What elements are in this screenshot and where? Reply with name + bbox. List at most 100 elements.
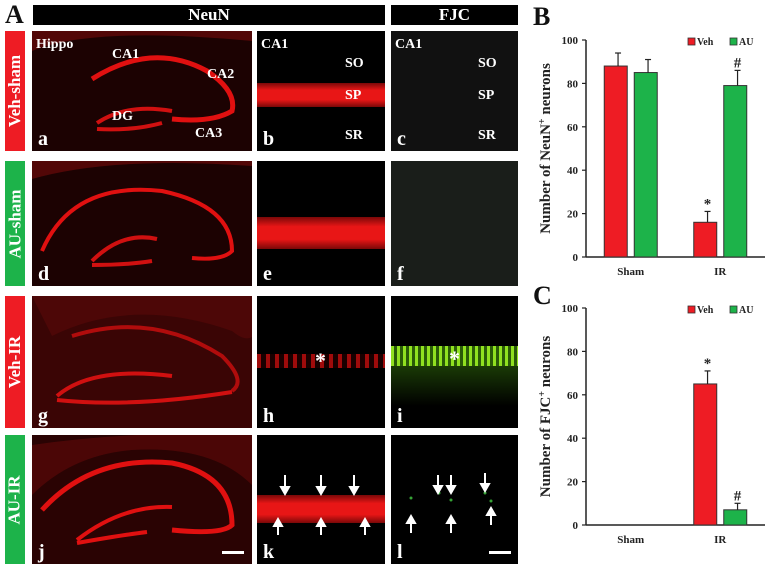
x-tick-label: Sham xyxy=(617,266,644,278)
sr-annotation: SR xyxy=(345,128,363,143)
micrograph-b-ca1-neun: CA1 SO SP SR b xyxy=(257,31,385,151)
micrograph-a-hippocampus: Hippo CA1 CA2 DG CA3 a xyxy=(32,31,252,151)
panel-c-label: C xyxy=(533,281,552,310)
micrograph-c-ca1-fjc: CA1 SO SP SR c xyxy=(391,31,518,151)
sr-annotation: SR xyxy=(478,128,496,143)
row-label-au-ir: AU-IR xyxy=(5,435,25,564)
panel-letter-a: a xyxy=(38,128,48,150)
hippocampus-stain xyxy=(32,161,252,267)
y-tick-label: 80 xyxy=(567,346,579,358)
micrograph-l-ca1-fjc: l xyxy=(391,435,518,564)
asterisk-annotation: * xyxy=(315,348,326,373)
row-label-veh-sham: Veh-sham xyxy=(5,31,25,151)
significance-marker: * xyxy=(704,196,712,212)
arrow-annotations xyxy=(272,475,371,535)
ca1-annotation: CA1 xyxy=(395,37,423,52)
y-tick-label: 60 xyxy=(567,122,579,134)
pyramidal-layer-band xyxy=(257,217,385,249)
micrograph-j-hippocampus: j xyxy=(32,435,252,564)
panel-b-label: B xyxy=(533,2,551,31)
y-tick-label: 40 xyxy=(567,433,579,445)
bar-veh-sham xyxy=(603,65,628,258)
significance-marker: * xyxy=(704,356,712,372)
ca1-annotation: CA1 xyxy=(261,37,289,52)
legend-label-veh: Veh xyxy=(697,37,714,48)
arrow-annotations xyxy=(405,473,497,533)
y-tick-label: 0 xyxy=(573,252,579,264)
y-tick-label: 20 xyxy=(567,209,579,221)
y-axis-label: Number of NeuN+ neurons xyxy=(537,63,555,234)
legend-label-veh: Veh xyxy=(697,305,714,316)
legend-label-au: AU xyxy=(739,37,753,48)
panel-letter-k: k xyxy=(263,541,275,563)
y-tick-label: 100 xyxy=(562,303,579,315)
row-label-text: Veh-sham xyxy=(5,54,25,128)
fjc-column-header: FJC xyxy=(391,5,518,25)
micrograph-e-ca1-neun: e xyxy=(257,161,385,286)
panel-letter-l: l xyxy=(397,541,403,563)
y-tick-label: 60 xyxy=(567,390,579,402)
scale-bar xyxy=(489,551,511,554)
panel-letter-c: c xyxy=(397,128,406,150)
panel-letter-h: h xyxy=(263,405,275,427)
bar-au-sham xyxy=(633,72,658,258)
y-tick-label: 0 xyxy=(573,520,579,532)
micrograph-g-hippocampus: g xyxy=(32,296,252,428)
fjc-positive-band xyxy=(391,346,518,366)
y-tick-label: 80 xyxy=(567,78,579,90)
hippocampus-stain xyxy=(32,31,252,151)
so-annotation: SO xyxy=(345,56,364,71)
bar-veh-ir xyxy=(693,383,718,526)
y-tick-label: 100 xyxy=(562,35,579,47)
scale-bar xyxy=(222,551,244,554)
hippo-annotation: Hippo xyxy=(36,37,74,52)
micrograph-h-ca1-neun: * h xyxy=(257,296,385,428)
panel-letter-d: d xyxy=(38,263,50,285)
legend-label-au: AU xyxy=(739,305,753,316)
legend-swatch-au xyxy=(729,305,738,314)
ca1-annotation: CA1 xyxy=(112,47,140,62)
panel-letter-e: e xyxy=(263,263,272,285)
chart-c-fjc-counts: 0 20 40 60 80 100 Number of FJC+ neurons Sham IR… xyxy=(537,303,765,546)
y-axis-label: Number of FJC+ neurons xyxy=(537,336,555,498)
row-label-veh-ir: Veh-IR xyxy=(5,296,25,428)
legend-swatch-au xyxy=(729,37,738,46)
sp-annotation: SP xyxy=(345,88,362,103)
hippocampus-stain xyxy=(32,435,252,545)
chart-b-neun-counts: 0 20 40 60 80 100 Number of NeuN+ neurons Sham I… xyxy=(537,35,765,278)
ca2-annotation: CA2 xyxy=(207,67,235,82)
panel-letter-b: b xyxy=(263,128,275,150)
significance-marker: # xyxy=(734,488,742,504)
row-label-text: AU-sham xyxy=(5,189,25,258)
micrograph-k-ca1-neun: k xyxy=(257,435,385,564)
x-tick-label: IR xyxy=(714,266,727,278)
pyramidal-layer-band xyxy=(257,83,385,107)
x-tick-label: Sham xyxy=(617,534,644,546)
legend-swatch-veh xyxy=(687,305,696,314)
panel-letter-f: f xyxy=(397,263,404,285)
row-label-au-sham: AU-sham xyxy=(5,161,25,286)
y-tick-label: 20 xyxy=(567,477,579,489)
bar-au-ir xyxy=(723,509,748,526)
sp-annotation: SP xyxy=(478,88,495,103)
ca3-annotation: CA3 xyxy=(195,126,223,141)
row-label-text: Veh-IR xyxy=(5,335,24,389)
panel-letter-i: i xyxy=(397,405,403,427)
row-label-text: AU-IR xyxy=(5,474,25,525)
dg-annotation: DG xyxy=(112,109,133,124)
panel-a-label: A xyxy=(5,0,24,29)
asterisk-annotation: * xyxy=(449,346,460,371)
panel-letter-j: j xyxy=(38,541,45,563)
bar-veh-ir xyxy=(693,221,718,258)
bar-au-ir xyxy=(723,85,748,258)
panel-letter-g: g xyxy=(38,405,48,427)
micrograph-d-hippocampus: d xyxy=(32,161,252,286)
neun-column-header: NeuN xyxy=(33,5,385,25)
hippocampus-stain xyxy=(32,296,252,405)
micrograph-i-ca1-fjc: * i xyxy=(391,296,518,428)
legend-swatch-veh xyxy=(687,37,696,46)
y-tick-label: 40 xyxy=(567,165,579,177)
pyramidal-layer-band xyxy=(257,354,385,368)
x-tick-label: IR xyxy=(714,534,727,546)
micrograph-f-ca1-fjc: f xyxy=(391,161,518,286)
